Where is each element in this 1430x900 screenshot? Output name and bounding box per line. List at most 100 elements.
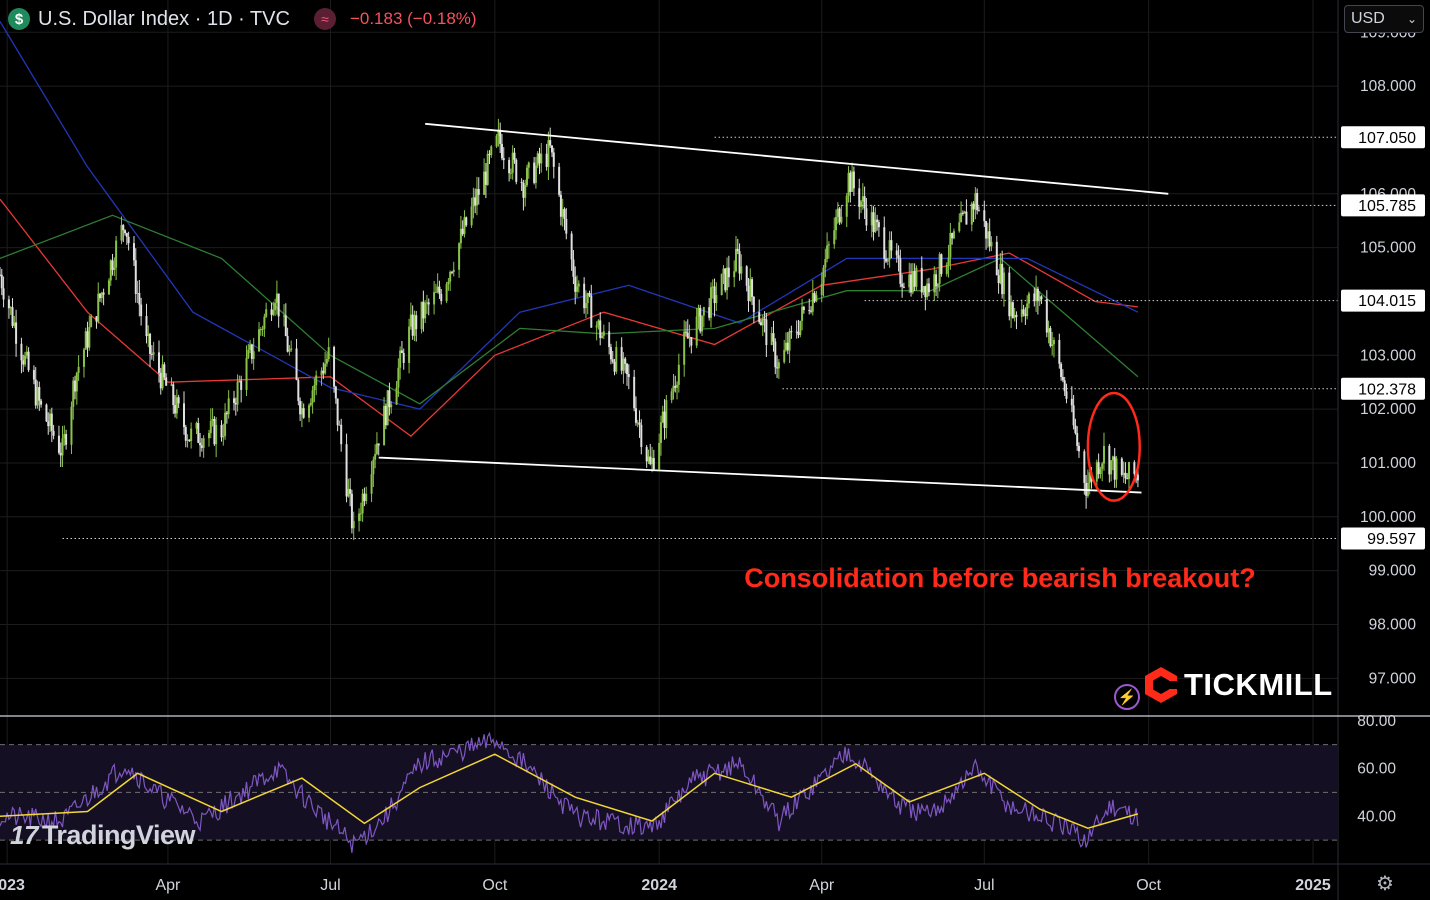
candle-bear <box>772 333 775 342</box>
candle-bull <box>82 349 85 367</box>
candle-bull <box>597 320 600 326</box>
candle-bear <box>220 424 223 438</box>
candle-bull <box>445 284 448 302</box>
candle-bull <box>525 167 528 186</box>
candle-bear <box>951 232 954 239</box>
candle-bull <box>265 309 268 317</box>
candle-bear <box>899 258 902 284</box>
ma-slow-line <box>0 214 1139 405</box>
candle-bull <box>926 283 929 298</box>
tradingview-watermark: 17 TradingView <box>10 820 195 851</box>
candle-bull <box>222 436 225 438</box>
candle-bull <box>1035 288 1038 302</box>
candle-bull <box>324 363 327 374</box>
candle-bull <box>338 424 341 426</box>
candle-bear <box>626 363 629 375</box>
candle-bear <box>450 271 453 273</box>
candle-bull <box>960 212 963 223</box>
symbol-title[interactable]: U.S. Dollar Index · 1D · TVC <box>38 7 290 30</box>
candle-bear <box>465 217 468 226</box>
candle-bull <box>311 390 314 403</box>
candle-bull <box>785 342 788 350</box>
candle-bear <box>488 153 491 156</box>
candle-bull <box>383 405 386 446</box>
candle-bull <box>958 222 961 232</box>
candle-bear <box>890 240 893 251</box>
candle-bear <box>1072 405 1075 426</box>
candle-bear <box>1070 398 1073 406</box>
candle-bull <box>922 286 925 293</box>
candle-bear <box>7 299 10 309</box>
time-tick-label: Oct <box>482 877 507 894</box>
price-label-box <box>1341 194 1425 217</box>
approx-wave-icon[interactable]: ≈ <box>313 8 336 30</box>
lightning-icon[interactable]: ⚡ <box>1114 684 1140 710</box>
candle-bull <box>1102 445 1105 464</box>
rsi-tick-label: 40.00 <box>1357 808 1396 825</box>
candle-bull <box>740 266 743 274</box>
candle-bear <box>197 423 200 443</box>
candle-bull <box>949 232 952 258</box>
candle-bear <box>1126 478 1129 480</box>
candle-bear <box>165 377 168 386</box>
candle-bull <box>84 331 87 350</box>
candle-bear <box>795 331 798 333</box>
candle-bear <box>127 236 130 244</box>
candle-bear <box>240 380 243 390</box>
candle-bear <box>572 259 575 277</box>
candle-bear <box>182 403 185 428</box>
candle-bull <box>820 283 823 296</box>
candle-bear <box>885 258 888 262</box>
candle-bear <box>27 351 30 371</box>
candle-bull <box>615 347 618 372</box>
candle-bear <box>172 384 175 406</box>
candle-bear <box>1113 456 1116 480</box>
candles <box>0 118 1139 540</box>
candle-bear <box>345 444 348 497</box>
currency-select[interactable]: USD ⌄ <box>1344 5 1424 33</box>
candle-bear <box>377 443 380 446</box>
candle-bull <box>970 203 973 225</box>
candle-bear <box>663 411 666 429</box>
candle-bull <box>1115 458 1118 480</box>
candle-bull <box>524 185 527 198</box>
candle-bull <box>290 348 293 351</box>
candle-bull <box>561 209 564 217</box>
candle-bear <box>852 171 855 189</box>
candle-bull <box>136 292 139 294</box>
candle-bear <box>738 251 741 274</box>
candle-bull <box>63 434 66 439</box>
candle-bear <box>50 413 53 431</box>
candle-bull <box>1122 472 1125 475</box>
candle-bear <box>0 274 1 276</box>
candle-bear <box>588 293 591 296</box>
candle-bear <box>961 212 964 214</box>
candle-bear <box>1058 340 1061 364</box>
candle-bear <box>1108 445 1111 475</box>
candle-bull <box>840 216 843 223</box>
candle-bull <box>1111 456 1114 461</box>
price-tick-label: 102.000 <box>1360 401 1416 418</box>
candle-bull <box>236 381 239 405</box>
candle-bear <box>550 145 553 153</box>
price-level-label: 99.597 <box>1367 531 1416 548</box>
candle-bear <box>608 331 611 348</box>
candle-bull <box>915 267 918 287</box>
candle-bear <box>690 337 693 346</box>
price-level-label: 107.050 <box>1358 130 1416 147</box>
candle-bear <box>1077 445 1080 452</box>
candle-bear <box>270 309 273 315</box>
gear-icon[interactable]: ⚙ <box>1376 872 1394 895</box>
candle-bull <box>999 263 1002 284</box>
candle-bull <box>361 493 364 514</box>
candle-bear <box>102 292 105 295</box>
candle-bear <box>40 400 43 405</box>
candle-bull <box>211 418 214 422</box>
candle-bull <box>258 329 261 352</box>
candle-bear <box>1133 462 1136 474</box>
time-tick-label: Jul <box>320 877 340 894</box>
candle-bear <box>145 316 148 337</box>
candle-bull <box>245 357 248 390</box>
candle-bull <box>107 280 110 295</box>
